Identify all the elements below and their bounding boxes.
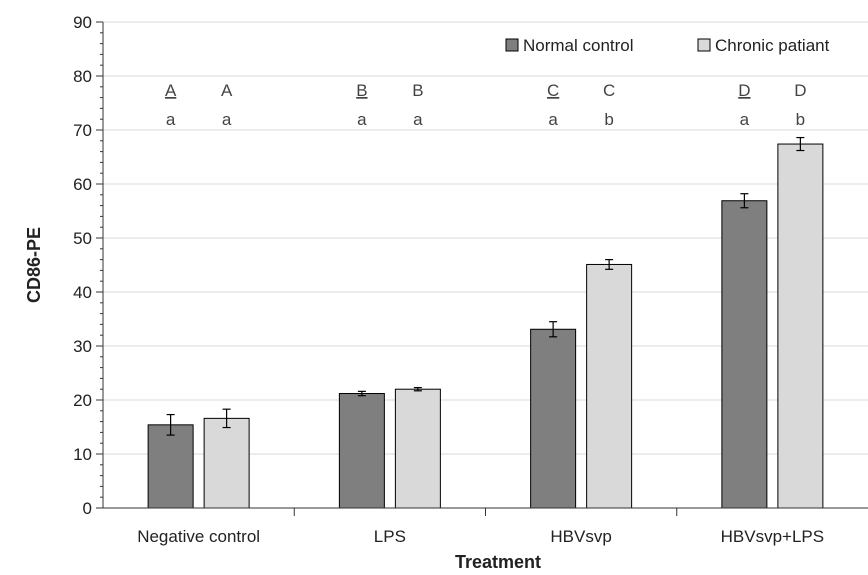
legend-swatch — [505, 38, 519, 52]
bar — [777, 143, 824, 509]
lower-significance-label: a — [222, 110, 232, 129]
y-axis-title: CD86-PE — [24, 227, 44, 303]
y-tick-label: 90 — [73, 13, 92, 32]
legend-swatch — [697, 38, 711, 52]
lower-significance-label: a — [413, 110, 423, 129]
y-tick-label: 20 — [73, 391, 92, 410]
legend: Normal control Chronic patiant — [505, 36, 830, 55]
bar — [394, 388, 441, 509]
upper-significance-label: C — [603, 81, 615, 100]
upper-significance-label: D — [794, 81, 806, 100]
y-tick-label: 30 — [73, 337, 92, 356]
y-tick-label: 70 — [73, 121, 92, 140]
lower-significance-label: a — [548, 110, 558, 129]
bar — [147, 424, 194, 509]
lower-significance-label: b — [796, 110, 805, 129]
lower-significance-label: a — [357, 110, 367, 129]
upper-significance-label: B — [356, 81, 367, 100]
y-tick-label: 60 — [73, 175, 92, 194]
gridlines — [103, 21, 868, 455]
x-tick-label: HBVsvp+LPS — [721, 527, 824, 546]
y-tick-label: 40 — [73, 283, 92, 302]
bar — [203, 417, 250, 509]
y-tick-label: 10 — [73, 445, 92, 464]
upper-significance-label: A — [221, 81, 233, 100]
y-tick-label: 0 — [83, 499, 92, 518]
upper-significance-label: A — [165, 81, 177, 100]
bar — [338, 393, 385, 509]
y-tick-label: 80 — [73, 67, 92, 86]
bar — [530, 328, 577, 509]
x-axis-title: Treatment — [455, 552, 541, 570]
upper-significance-label: C — [547, 81, 559, 100]
x-tick-label: LPS — [374, 527, 406, 546]
x-tick-label: HBVsvp — [550, 527, 611, 546]
y-tick-label: 50 — [73, 229, 92, 248]
lower-significance-label: a — [740, 110, 750, 129]
bars — [147, 136, 824, 509]
lower-significance-label: a — [166, 110, 176, 129]
x-tick-label: Negative control — [137, 527, 260, 546]
axes — [96, 21, 868, 516]
legend-label: Normal control — [523, 36, 634, 55]
bar — [721, 200, 768, 509]
legend-label: Chronic patiant — [715, 36, 830, 55]
upper-significance-label: D — [738, 81, 750, 100]
lower-significance-label: b — [604, 110, 613, 129]
upper-significance-label: B — [412, 81, 423, 100]
bar — [586, 263, 633, 509]
